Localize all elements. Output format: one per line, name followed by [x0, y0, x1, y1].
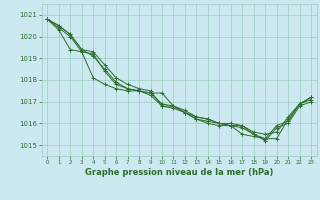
X-axis label: Graphe pression niveau de la mer (hPa): Graphe pression niveau de la mer (hPa) [85, 168, 273, 177]
